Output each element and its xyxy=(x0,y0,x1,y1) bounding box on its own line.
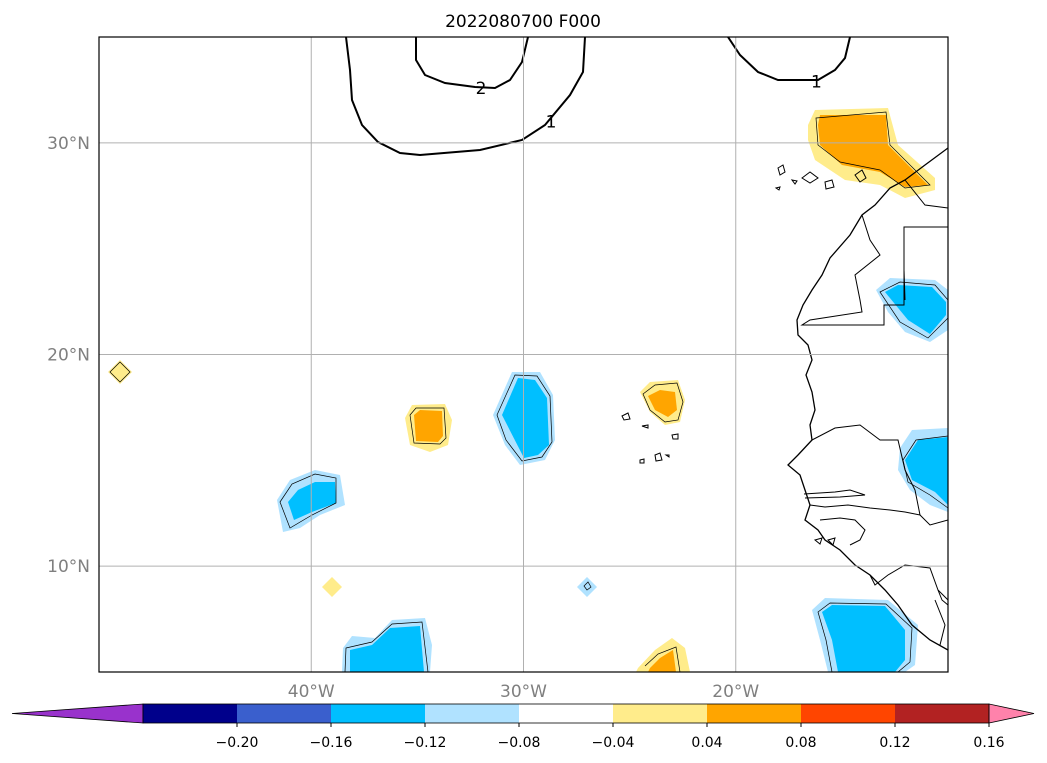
lat-tick-label: 20°N xyxy=(47,346,90,366)
colorbar-frame xyxy=(142,703,990,724)
map-title: 2022080700 F000 xyxy=(445,12,601,32)
colorbar-bin-3 xyxy=(425,704,520,723)
colorbar-bin-6 xyxy=(707,704,802,723)
colorbar-tick-label: 0.08 xyxy=(785,735,816,751)
negative-anomaly-west-africa xyxy=(898,428,948,512)
shaded-fields xyxy=(108,108,948,672)
contour-label: 1 xyxy=(546,113,557,133)
negative-anomaly-mauritania xyxy=(876,278,948,342)
map-frame xyxy=(98,36,949,673)
positive-spot-west xyxy=(108,360,132,384)
lon-tick-label: 20°W xyxy=(712,682,759,702)
lon-tick-label: 40°W xyxy=(288,682,335,702)
colorbar-tick-label: −0.04 xyxy=(592,735,635,751)
colorbar-tick-label: −0.08 xyxy=(498,735,541,751)
colorbar-bin-7 xyxy=(801,704,896,723)
colorbar-extend-low xyxy=(11,703,144,724)
negative-anomaly-southwest xyxy=(342,618,432,672)
colorbar-bin-4 xyxy=(519,704,614,723)
colorbar-tick-label: 0.12 xyxy=(879,735,910,751)
negative-anomaly-gulf-guinea xyxy=(812,598,918,672)
positive-spot-southwest xyxy=(322,577,342,597)
colorbar-tick-label: 0.04 xyxy=(691,735,722,751)
positive-anomaly-south xyxy=(636,638,690,672)
positive-anomaly-northeast xyxy=(808,108,935,198)
colorbar-bin-0 xyxy=(143,704,238,723)
colorbar-bin-8 xyxy=(895,704,990,723)
colorbar-bin-2 xyxy=(331,704,426,723)
colorbar-tick-label: 0.16 xyxy=(973,735,1004,751)
positive-anomaly-central xyxy=(405,404,452,452)
contour-labels: 2 1 1 xyxy=(476,72,822,132)
contour-lines xyxy=(345,37,851,157)
positive-anomaly-cape-verde xyxy=(640,380,685,425)
colorbar-tick-label: −0.12 xyxy=(404,735,447,751)
contour-label: 2 xyxy=(476,79,487,99)
lat-tick-label: 10°N xyxy=(47,557,90,577)
gridlines xyxy=(99,37,948,672)
colorbar-tick-label: −0.16 xyxy=(310,735,353,751)
map-area: 2 1 1 xyxy=(98,36,949,673)
axis-tick-labels: 40°W 30°W 20°W 30°N 20°N 10°N xyxy=(47,134,759,702)
colorbar-tick-label: −0.20 xyxy=(216,735,259,751)
borders xyxy=(800,179,948,646)
colorbar-bin-5 xyxy=(613,704,708,723)
colorbar-extend-high xyxy=(988,703,1035,724)
lon-tick-label: 30°W xyxy=(500,682,547,702)
colorbar: −0.20 −0.16 −0.12 −0.08 −0.04 0.04 0.08 0.12 0.1… xyxy=(11,703,1035,751)
colorbar-bin-1 xyxy=(237,704,332,723)
contour-label: 1 xyxy=(811,72,822,92)
lat-tick-label: 30°N xyxy=(47,134,90,154)
negative-spot-south xyxy=(577,577,597,597)
